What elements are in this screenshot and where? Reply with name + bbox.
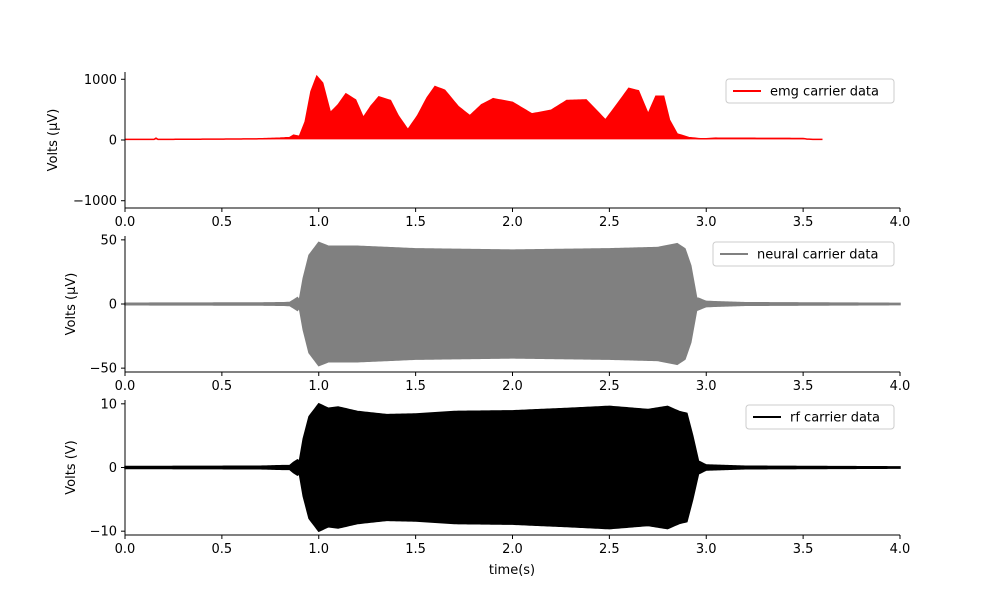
y-axis-label: Volts (μV) [46, 109, 61, 172]
x-tick-label: 2.0 [502, 379, 523, 394]
x-tick-label: 2.5 [599, 379, 620, 394]
y-tick-label: −10 [90, 525, 117, 540]
x-axis-label: time(s) [489, 563, 535, 578]
series-emg-carrier-data-signal [125, 74, 823, 141]
y-tick-label: 0 [109, 134, 117, 149]
x-tick-label: 2.0 [502, 542, 523, 557]
x-tick-label: 2.5 [599, 215, 620, 230]
y-tick-label: −50 [90, 362, 117, 377]
subplot-1: 0.0 0.5 1.0 1.5 2.0 2.5 3.0 3.5 4.0 1000 0 −1000 Vol… [46, 72, 910, 230]
legend: neural carrier data [712, 241, 895, 267]
x-tick-label: 3.0 [696, 215, 717, 230]
y-axis-label: Volts (μV) [64, 273, 79, 336]
y-tick-label: 50 [100, 233, 117, 248]
legend: rf carrier data [745, 404, 895, 430]
x-tick-label: 1.5 [405, 215, 426, 230]
x-tick-label: 1.0 [308, 542, 329, 557]
legend-label: emg carrier data [770, 85, 879, 100]
x-tick-label: 4.0 [890, 379, 911, 394]
y-axis-label: Volts (V) [64, 440, 79, 495]
subplot-2: 0.0 0.5 1.0 1.5 2.0 2.5 3.0 3.5 4.0 50 0 −50 Volts (… [64, 233, 910, 394]
x-tick-label: 1.5 [405, 542, 426, 557]
x-tick-label: 4.0 [890, 215, 911, 230]
legend-label: rf carrier data [790, 411, 880, 426]
y-tick-label: 0 [109, 461, 117, 476]
series-rf-carrier-data-signal [124, 402, 901, 533]
legend: emg carrier data [725, 78, 895, 104]
x-tick-label: 3.5 [793, 542, 814, 557]
x-tick-label: 0.0 [115, 542, 136, 557]
legend-frame [745, 404, 895, 430]
y-tick-label: 1000 [84, 73, 117, 88]
y-tick-label: −1000 [73, 194, 117, 209]
x-tick-label: 0.0 [115, 215, 136, 230]
x-tick-label: 3.5 [793, 215, 814, 230]
x-tick-label: 2.5 [599, 542, 620, 557]
x-tick-label: 3.5 [793, 379, 814, 394]
y-tick-label: 0 [109, 298, 117, 313]
x-tick-label: 4.0 [890, 542, 911, 557]
series-neural-carrier-data-signal [124, 241, 901, 367]
x-tick-label: 1.0 [308, 379, 329, 394]
legend-label: neural carrier data [757, 248, 878, 263]
y-tick-label: 10 [100, 397, 117, 412]
legend-frame [712, 241, 895, 267]
x-tick-label: 0.0 [115, 379, 136, 394]
x-tick-label: 1.0 [308, 215, 329, 230]
x-tick-label: 3.0 [696, 542, 717, 557]
subplot-3: 0.0 0.5 1.0 1.5 2.0 2.5 3.0 3.5 4.0 10 0 −10 Volts (… [64, 397, 910, 557]
x-tick-label: 0.5 [212, 379, 233, 394]
x-tick-label: 0.5 [212, 542, 233, 557]
x-tick-label: 3.0 [696, 379, 717, 394]
x-tick-label: 0.5 [212, 215, 233, 230]
x-tick-label: 2.0 [502, 215, 523, 230]
legend-frame [725, 78, 895, 104]
x-tick-label: 1.5 [405, 379, 426, 394]
